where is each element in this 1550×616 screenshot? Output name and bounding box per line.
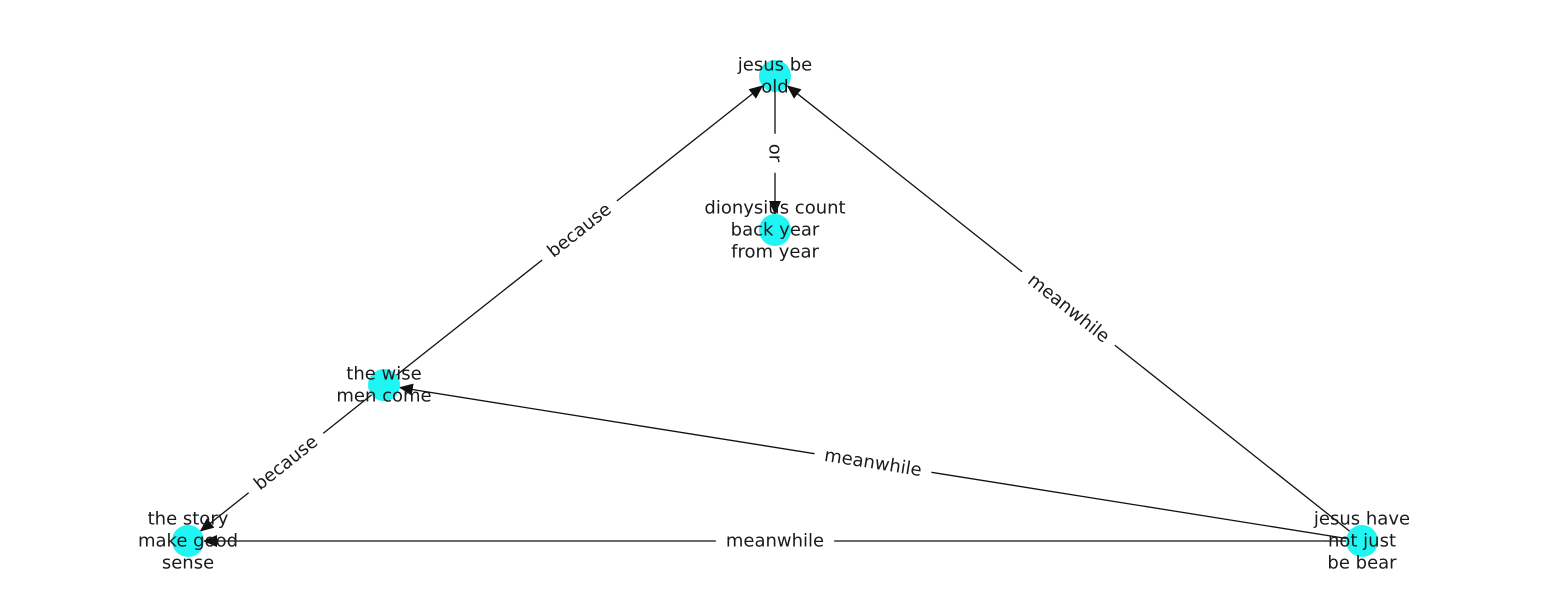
edge-label-backdrop	[534, 191, 625, 270]
nodes-layer	[172, 60, 1378, 557]
node-n1	[759, 60, 791, 92]
node-label-line: sense	[162, 553, 214, 574]
edge-label-backdrop	[1014, 261, 1123, 356]
edge-label-text: or	[765, 144, 786, 163]
edge-label-text: meanwhile	[823, 445, 923, 481]
edge-label-n5-n4: meanwhile	[715, 528, 835, 554]
node-label-n5: jesus have not just be bear	[1313, 509, 1410, 574]
node-label-line: old	[761, 77, 788, 98]
node-label-line: jesus have	[1313, 509, 1410, 530]
node-n5	[1346, 525, 1378, 557]
node-label-line: be bear	[1327, 553, 1397, 574]
node-label-line: the story	[148, 509, 229, 530]
edge-label-backdrop	[240, 423, 332, 503]
edge-label-n5-n1: meanwhile	[1014, 261, 1123, 356]
node-label-line: dionysius count	[704, 198, 845, 219]
edge-label-n5-n3: meanwhile	[812, 441, 934, 485]
edge-label-text: because	[543, 199, 615, 262]
node-label-n4: the story make good sense	[138, 509, 238, 574]
node-label-line: men come	[336, 386, 431, 407]
node-label-line: make good	[138, 531, 238, 552]
node-label-line: the wise	[346, 364, 421, 385]
edge-labels-layer: or because because meanwhile meanwhile meanwh…	[240, 133, 1123, 554]
node-label-line: from year	[731, 242, 819, 263]
edge-label-backdrop	[762, 133, 788, 173]
edge-label-text: meanwhile	[1023, 270, 1113, 347]
edge-label-n1-n2: or	[762, 133, 788, 173]
edge-label-text: meanwhile	[726, 531, 824, 552]
node-n2	[759, 214, 791, 246]
node-n3	[368, 369, 400, 401]
node-label-n2: dionysius count back year from year	[704, 198, 845, 263]
node-label-line: back year	[731, 220, 820, 241]
edge-label-n3-n4: because	[240, 423, 332, 503]
node-label-n1: jesus be old	[737, 55, 812, 98]
node-label-line: not just	[1328, 531, 1396, 552]
node-n4	[172, 525, 204, 557]
edge-label-backdrop	[812, 441, 934, 485]
node-label-line: jesus be	[737, 55, 812, 76]
edge-label-n3-n1: because	[534, 191, 625, 270]
edge-label-backdrop	[715, 528, 835, 554]
node-label-n3: the wise men come	[336, 364, 431, 407]
edge-label-text: because	[250, 431, 322, 494]
node-labels-layer: jesus be old dionysius count back year from …	[138, 55, 1410, 574]
